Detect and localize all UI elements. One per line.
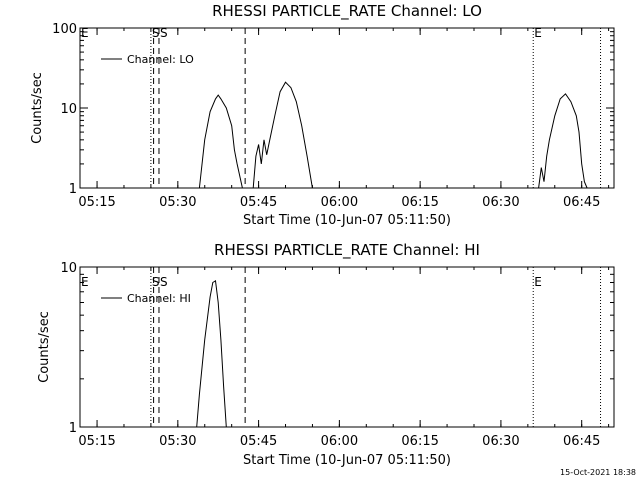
chart-title: RHESSI PARTICLE_RATE Channel: LO: [212, 2, 482, 21]
x-tick-label: 05:30: [159, 195, 196, 210]
event-marker-label: S: [152, 275, 160, 289]
chart-title: RHESSI PARTICLE_RATE Channel: HI: [214, 241, 480, 260]
event-marker-label: S: [152, 26, 160, 40]
x-tick-label: 06:45: [563, 434, 600, 449]
series-line: [196, 279, 227, 428]
event-marker-label: E: [534, 275, 542, 289]
event-marker-label: E: [81, 275, 89, 289]
x-tick-label: 06:30: [482, 434, 519, 449]
y-tick-label: 100: [52, 22, 77, 37]
x-tick-label: 05:45: [240, 195, 277, 210]
x-tick-label: 06:15: [401, 434, 438, 449]
legend-label: Channel: HI: [127, 292, 191, 305]
event-marker-label: S: [160, 275, 168, 289]
x-tick-label: 05:30: [159, 434, 196, 449]
x-axis-label: Start Time (10-Jun-07 05:11:50): [243, 453, 451, 468]
legend-label: Channel: LO: [127, 53, 194, 66]
x-tick-label: 06:30: [482, 195, 519, 210]
y-axis-label: Counts/sec: [37, 311, 52, 383]
x-tick-label: 05:15: [78, 434, 115, 449]
x-tick-label: 06:00: [321, 195, 358, 210]
x-tick-label: 06:45: [563, 195, 600, 210]
y-tick-label: 10: [60, 102, 77, 117]
footer-timestamp: 15-Oct-2021 18:38: [560, 468, 636, 477]
event-marker-label: E: [534, 26, 542, 40]
event-marker-label: S: [160, 26, 168, 40]
plot-frame: [79, 266, 615, 428]
x-tick-label: 05:45: [240, 434, 277, 449]
series-line: [198, 81, 588, 189]
x-axis-label: Start Time (10-Jun-07 05:11:50): [243, 213, 451, 228]
x-tick-label: 06:00: [321, 434, 358, 449]
y-tick-label: 1: [69, 182, 77, 197]
y-tick-label: 1: [69, 421, 77, 436]
panel-hi: RHESSI PARTICLE_RATE Channel: HI 05:15 05:…: [37, 241, 615, 468]
x-tick-label: 05:15: [78, 195, 115, 210]
panel-lo: RHESSI PARTICLE_RATE Channel: LO 05:15 05:…: [30, 2, 615, 228]
event-marker-label: E: [81, 26, 89, 40]
plot-frame: [79, 27, 615, 189]
y-tick-label: 10: [60, 261, 77, 276]
x-tick-label: 06:15: [401, 195, 438, 210]
y-axis-label: Counts/sec: [30, 72, 45, 144]
